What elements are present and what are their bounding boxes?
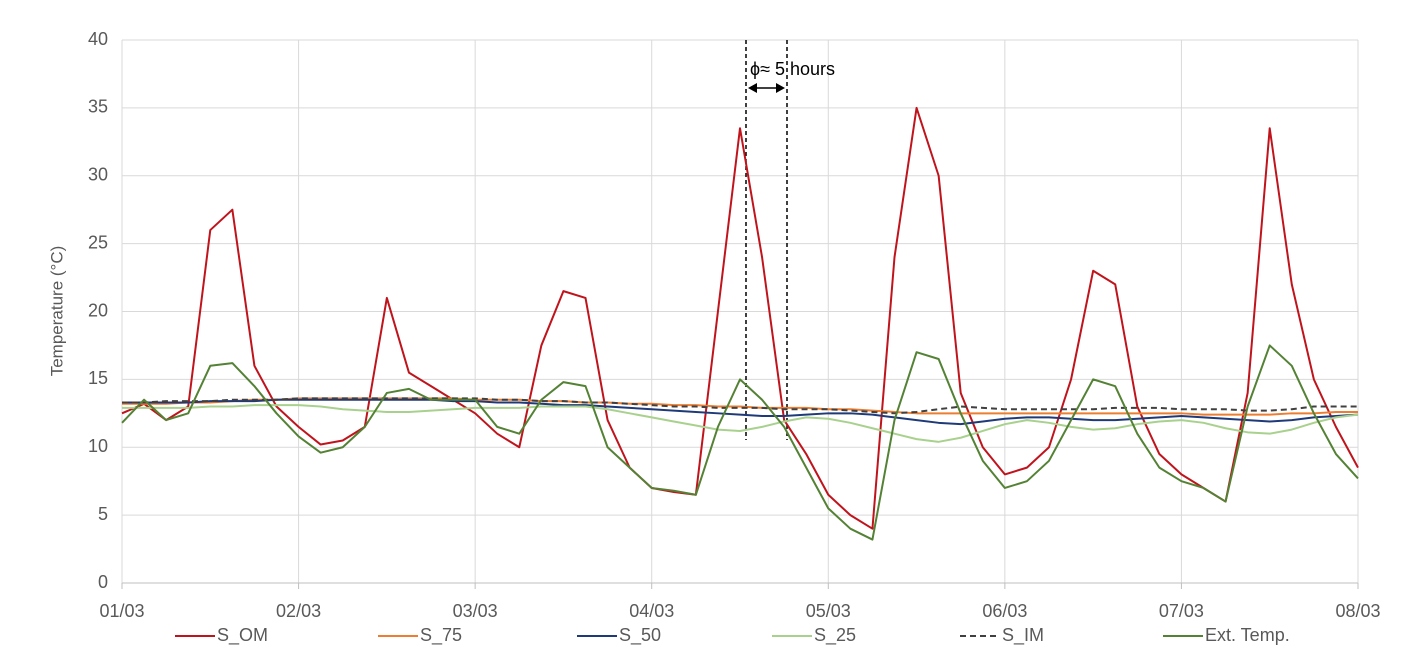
series-line bbox=[122, 397, 1358, 416]
y-tick-label: 40 bbox=[88, 29, 108, 49]
series-line bbox=[122, 397, 1358, 415]
y-tick-label: 0 bbox=[98, 572, 108, 592]
x-tick-label: 06/03 bbox=[982, 601, 1027, 621]
x-tick-label: 05/03 bbox=[806, 601, 851, 621]
x-tick-label: 08/03 bbox=[1335, 601, 1380, 621]
y-tick-label: 30 bbox=[88, 165, 108, 185]
legend-label: S_OM bbox=[217, 625, 268, 646]
y-axis-label: Temperature (°C) bbox=[47, 246, 66, 377]
y-tick-label: 5 bbox=[98, 504, 108, 524]
x-tick-label: 01/03 bbox=[99, 601, 144, 621]
y-tick-label: 15 bbox=[88, 368, 108, 388]
legend-label: S_25 bbox=[814, 625, 856, 646]
legend-label: S_75 bbox=[420, 625, 462, 646]
y-tick-label: 10 bbox=[88, 436, 108, 456]
legend-label: S_IM bbox=[1002, 625, 1044, 646]
x-tick-label: 02/03 bbox=[276, 601, 321, 621]
legend-label: Ext. Temp. bbox=[1205, 625, 1290, 645]
series-line bbox=[121, 344, 1359, 541]
y-tick-label: 35 bbox=[88, 97, 108, 117]
series-line bbox=[121, 106, 1359, 530]
phase-annotation: ϕ≈ 5 hours bbox=[745, 40, 835, 440]
y-tick-label: 25 bbox=[88, 232, 108, 252]
annotation: ϕ≈ 5 hours bbox=[750, 59, 835, 79]
x-tick-label: 03/03 bbox=[453, 601, 498, 621]
arrow-heads bbox=[748, 83, 785, 93]
y-tick-label: 20 bbox=[88, 300, 108, 320]
legend-label: S_50 bbox=[619, 625, 661, 646]
series-line bbox=[122, 398, 1359, 426]
x-tick-label: 04/03 bbox=[629, 601, 674, 621]
x-tick-label: 07/03 bbox=[1159, 601, 1204, 621]
series-line bbox=[122, 404, 1359, 443]
